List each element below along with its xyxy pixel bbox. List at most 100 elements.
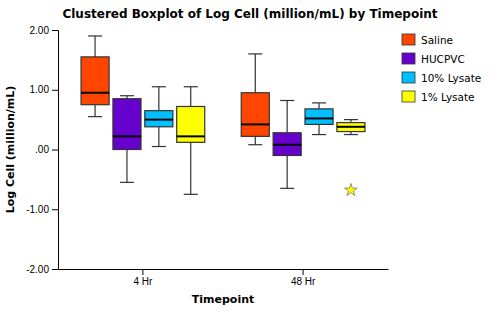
box-body [305,109,333,125]
cap-high [248,53,262,54]
whisker-low [126,150,127,183]
whisker-low [158,127,159,147]
cap-low [88,116,102,117]
y-tick: -1.00 [26,204,58,215]
y-tick: 2.00 [30,25,58,36]
legend-swatch [402,53,415,64]
whisker-high [318,103,319,109]
tick-mark [52,269,58,270]
median [241,123,269,125]
median [113,135,141,137]
tick-mark [303,269,304,275]
cap-high [88,35,102,36]
whisker-low [94,105,95,117]
series [177,87,365,196]
tick-label: 48 Hr [291,276,316,287]
legend-swatch [402,91,415,102]
cap-low [152,146,166,147]
cap-low [312,134,326,135]
cap-high [120,95,134,96]
chart: -2.00 -1.00 .00 1.00 2.00 4 Hr 48 Hr Clustered … [0,0,500,311]
y-tick: .00 [35,144,58,155]
y-axis: -2.00 -1.00 .00 1.00 2.00 [26,25,58,275]
cap-high [344,119,358,120]
tick-mark [52,90,58,91]
whisker-high [94,36,95,57]
axis-domain [52,31,59,270]
box-body [145,111,173,127]
tick-label: -2.00 [26,264,49,275]
plot: -2.00 -1.00 .00 1.00 2.00 4 Hr 48 Hr [26,25,388,287]
whisker-low [255,136,256,144]
cap-low [280,188,294,189]
legend-swatch [402,72,415,83]
legend-item: Saline [402,34,453,46]
x-tick: 48 Hr [291,269,316,287]
flier [345,183,358,195]
whisker-low [318,124,319,134]
median [177,135,205,137]
whisker-high [287,101,288,133]
box-body [81,57,109,105]
y-tick: -2.00 [26,264,58,275]
x-axis-title: Timepoint [192,293,255,306]
tick-mark [52,209,58,210]
series [113,96,301,189]
series [81,36,269,145]
tick-label: -1.00 [26,204,49,215]
whisker-low [287,155,288,188]
series [145,87,333,147]
box-body [337,123,365,132]
box [241,54,269,145]
cap-high [312,102,326,103]
cap-high [152,86,166,87]
legend-label: 10% Lysate [421,72,481,84]
tick-label: .00 [35,144,49,155]
box [305,103,333,135]
whisker-low [190,142,191,194]
box-body [113,99,141,150]
marks [81,36,365,196]
box [337,120,365,196]
box [177,87,205,195]
legend-label: 1% Lysate [421,91,475,103]
cap-low [344,134,358,135]
cap-high [184,86,198,87]
median [273,144,301,146]
whisker-high [190,87,191,107]
axis-domain [59,269,389,270]
x-tick: 4 Hr [133,269,153,287]
legend: Saline HUCPVC 10% Lysate 1% Lysate [402,34,481,103]
cap-high [280,100,294,101]
tick-mark [52,30,58,31]
box-body [241,93,269,137]
box [273,101,301,189]
legend-item: 1% Lysate [402,91,475,103]
cap-low [248,144,262,145]
x-axis: 4 Hr 48 Hr [59,269,389,287]
legend-label: HUCPVC [421,53,465,65]
median [337,126,365,128]
median [81,92,109,94]
tick-label: 4 Hr [133,276,153,287]
legend-item: 10% Lysate [402,72,481,84]
legend-label: Saline [421,34,453,46]
tick-mark [142,269,143,275]
median [145,119,173,121]
y-tick: 1.00 [30,84,58,95]
y-axis-title: Log Cell (million/mL) [4,86,17,214]
box-body [177,106,205,142]
whisker-high [255,54,256,93]
cap-low [120,182,134,183]
title: Clustered Boxplot of Log Cell (million/m… [62,7,437,21]
tick-label: 2.00 [30,25,50,36]
box [113,96,141,183]
box-body [273,133,301,156]
cap-low [184,194,198,195]
legend-swatch [402,34,415,45]
box [145,87,173,147]
tick-label: 1.00 [30,84,50,95]
median [305,117,333,119]
box [81,36,109,117]
legend-item: HUCPVC [402,53,465,65]
